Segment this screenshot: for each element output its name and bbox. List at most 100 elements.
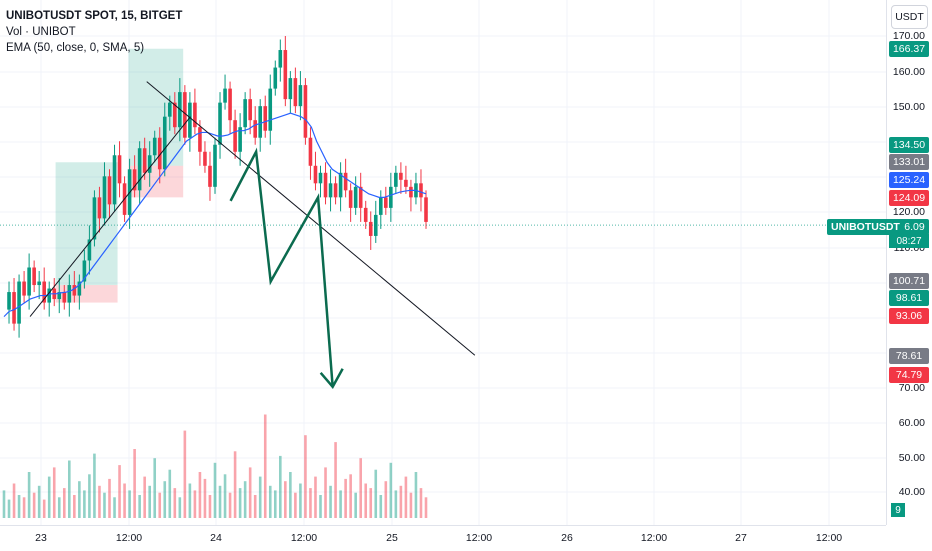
candle-body [263,106,268,131]
candle-body [273,67,278,89]
candle-body [218,102,222,145]
candle-body [173,102,177,128]
volume-bar [374,469,378,518]
volume-bar [424,497,428,518]
candle-body [394,172,398,187]
volume-bar [273,490,277,518]
volume-bar [7,499,11,518]
ema-indicator-label[interactable]: EMA (50, close, 0, SMA, 5) [6,42,145,54]
position-profit-zone [55,162,118,286]
volume-bar [98,485,101,518]
candle-body [203,151,207,166]
price-tick: 170.00 [892,30,925,42]
candle-body [162,116,167,170]
candle-body [399,172,403,180]
time-tick: 12:00 [465,532,493,544]
volume-bar [143,476,146,518]
candle-body [303,85,308,138]
candle-body [343,172,348,191]
price-tick: 150.00 [892,101,925,113]
volume-bar [123,483,126,518]
candle-body [298,85,303,107]
volume-bar [379,495,383,518]
volume-bar [37,485,41,518]
price-tag: 74.79 [889,367,929,383]
candle-body [152,137,157,156]
volume-bar [173,488,177,518]
volume-bar [389,462,393,518]
volume-bar [188,483,192,518]
candle-body [318,172,323,184]
candle-body [208,165,212,187]
volume-bar [314,476,317,518]
candle-body [27,267,31,296]
volume-bar [128,490,131,518]
candle-body [7,292,11,310]
volume-bar [198,472,202,518]
symbol-title[interactable]: UNIBOTUSDT SPOT, 15, BITGET [6,10,183,22]
candle-body [147,155,152,173]
candle-countdown: 08:27 [889,234,929,248]
volume-bar [399,485,403,518]
price-tick: 50.00 [898,452,925,464]
candle-body [328,183,333,198]
candle-body [193,102,197,128]
candle-body [363,207,368,222]
volume-bar [183,430,187,518]
candle-body [333,183,338,198]
volume-bar [223,474,227,518]
volume-bar [409,492,413,518]
candle-body [353,186,358,208]
volume-bar [208,495,212,518]
price-tag: 78.61 [889,348,929,364]
time-tick: 24 [210,532,222,544]
candle-body [32,267,36,286]
volume-bar [228,492,232,518]
volume-bar [133,449,136,518]
candle-body [82,260,87,282]
price-tick: 60.00 [898,417,925,429]
volume-bar [138,495,141,518]
chart-legend: UNIBOTUSDT SPOT, 15, BITGET Vol · UNIBOT… [6,8,182,56]
candle-body [258,106,263,138]
volume-bar [233,451,237,518]
volume-bar [294,492,297,518]
volume-bar [163,481,167,518]
ema-line [3,112,427,318]
trendline [146,81,476,356]
candle-body [22,281,26,296]
candle-body [404,179,408,187]
volume-bar [299,483,302,518]
volume-bar [153,458,157,518]
candle-body [42,281,46,303]
candle-body [112,155,117,205]
volume-bar [42,499,46,518]
volume-bar [253,495,257,518]
volume-bar [22,497,26,518]
price-tick: 160.00 [892,66,925,78]
time-axis[interactable]: 23 12:00 24 12:00 25 12:00 26 12:00 27 1… [0,525,886,551]
volume-bar [354,492,357,518]
volume-bar [118,465,121,518]
volume-bar [319,495,322,518]
candle-body [47,288,52,303]
candle-body [313,165,318,184]
price-tick: 40.00 [898,486,925,498]
volume-bar [203,478,207,518]
price-tick: 120.00 [892,206,925,218]
volume-bar [344,478,347,518]
volume-indicator-label[interactable]: Vol · UNIBOT [6,26,76,38]
volume-bar [52,467,56,518]
time-tick: 12:00 [640,532,668,544]
currency-button[interactable]: USDT [891,5,928,29]
candle-body [278,50,283,68]
price-axis[interactable]: 170.00 160.00 150.00 120.00 110.00 70.00… [886,0,932,525]
volume-bar [238,488,242,518]
chart-canvas[interactable] [0,0,886,525]
candle-body [368,221,373,236]
candle-body [233,120,237,152]
time-tick: 23 [35,532,47,544]
price-tag: 98.61 [889,290,929,306]
volume-bar [213,462,217,518]
candle-body [37,281,41,286]
